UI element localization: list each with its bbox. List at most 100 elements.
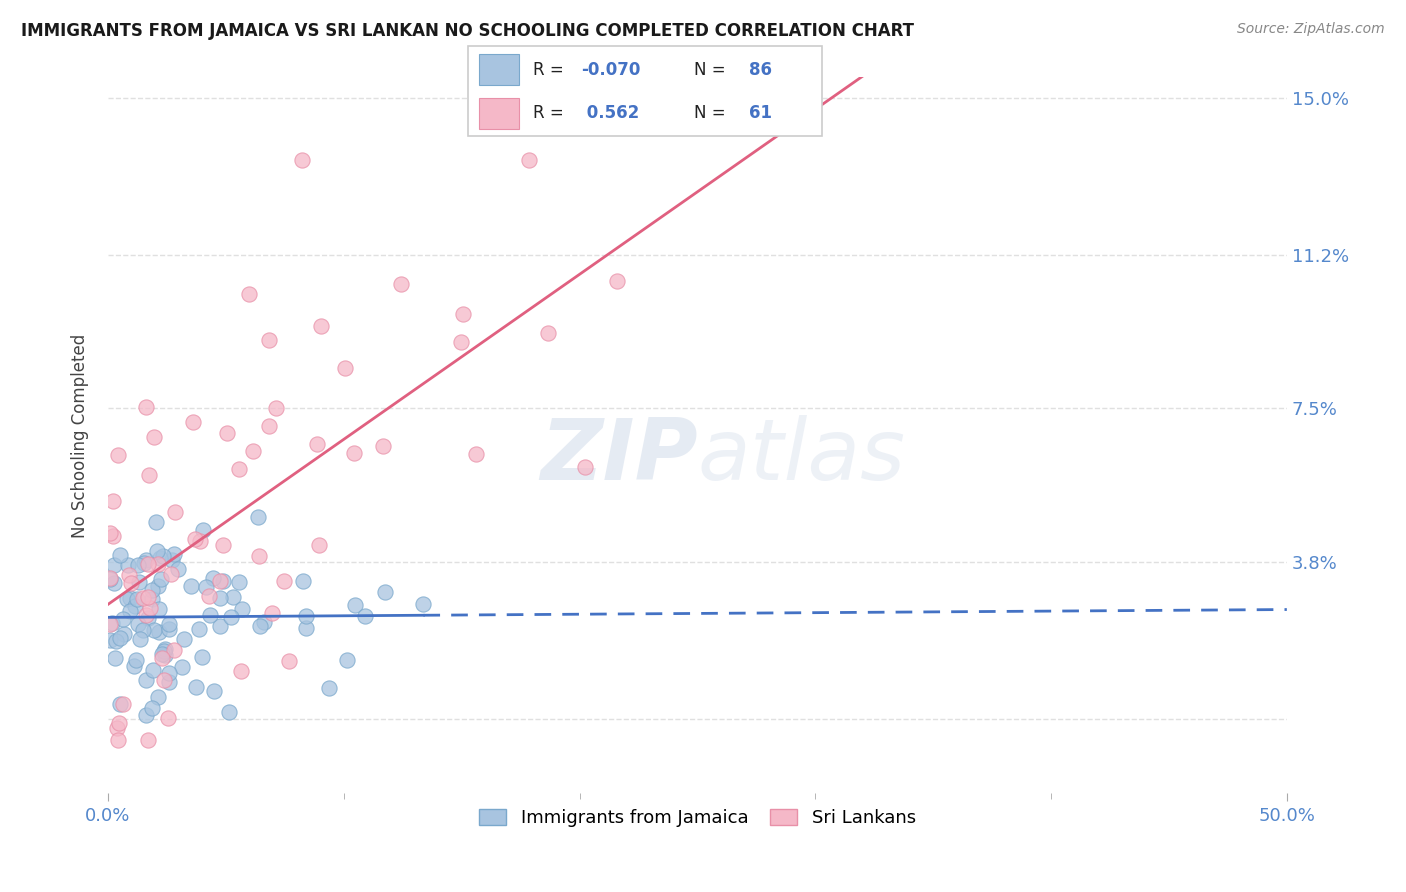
Point	[103, 651, 125, 665]
Point	[141, 591, 163, 606]
Point	[98, 572, 121, 586]
Point	[451, 307, 474, 321]
Point	[318, 681, 340, 696]
Point	[149, 572, 172, 586]
Point	[373, 439, 395, 453]
Point	[333, 361, 356, 376]
Point	[101, 615, 124, 630]
Point	[159, 566, 181, 581]
Point	[249, 618, 271, 632]
Point	[190, 534, 212, 549]
Point	[138, 468, 160, 483]
Point	[108, 631, 131, 645]
Point	[98, 526, 121, 541]
Text: N =: N =	[695, 104, 725, 122]
Point	[107, 448, 129, 462]
Point	[101, 494, 124, 508]
Point	[118, 568, 141, 582]
Point	[157, 711, 180, 725]
Point	[135, 673, 157, 687]
Point	[142, 623, 165, 637]
Point	[135, 553, 157, 567]
Point	[247, 510, 270, 524]
Point	[183, 415, 205, 429]
Point	[103, 576, 125, 591]
Point	[257, 419, 280, 434]
Point	[201, 571, 224, 585]
Point	[108, 697, 131, 711]
Point	[242, 443, 264, 458]
Point	[219, 610, 242, 624]
Point	[307, 437, 329, 451]
Text: N =: N =	[695, 61, 725, 78]
Point	[115, 591, 138, 606]
Point	[191, 523, 214, 537]
Point	[150, 647, 173, 661]
Point	[160, 552, 183, 566]
Bar	[478, 54, 519, 85]
Point	[202, 684, 225, 698]
Point	[132, 591, 155, 605]
Point	[264, 401, 287, 415]
Point	[111, 612, 134, 626]
Point	[157, 675, 180, 690]
Point	[148, 625, 170, 640]
Point	[183, 533, 205, 547]
Point	[142, 430, 165, 444]
Point	[98, 632, 121, 647]
Point	[148, 602, 170, 616]
Text: Source: ZipAtlas.com: Source: ZipAtlas.com	[1237, 22, 1385, 37]
Point	[208, 618, 231, 632]
Point	[132, 624, 155, 638]
Point	[343, 446, 366, 460]
Text: R =: R =	[533, 104, 564, 122]
Point	[136, 611, 159, 625]
Point	[120, 575, 142, 590]
Y-axis label: No Schooling Completed: No Schooling Completed	[72, 334, 89, 538]
Point	[157, 665, 180, 680]
Point	[186, 681, 208, 695]
Point	[157, 623, 180, 637]
Point	[153, 648, 176, 662]
Point	[198, 607, 221, 622]
Point	[412, 597, 434, 611]
Point	[111, 697, 134, 711]
Point	[180, 579, 202, 593]
Point	[104, 634, 127, 648]
Point	[108, 549, 131, 563]
Point	[129, 632, 152, 647]
Point	[163, 643, 186, 657]
Point	[122, 658, 145, 673]
Point	[295, 621, 318, 635]
Point	[145, 515, 167, 529]
Point	[146, 557, 169, 571]
Point	[146, 579, 169, 593]
Point	[197, 589, 219, 603]
Point	[308, 538, 330, 552]
Point	[208, 591, 231, 605]
Point	[215, 426, 238, 441]
Point	[141, 701, 163, 715]
Point	[125, 652, 148, 666]
Text: 86: 86	[749, 61, 772, 78]
Point	[107, 732, 129, 747]
Point	[295, 608, 318, 623]
Point	[152, 644, 174, 658]
Point	[136, 557, 159, 571]
Point	[517, 153, 540, 168]
Point	[606, 274, 628, 288]
Text: R =: R =	[533, 61, 564, 78]
Text: IMMIGRANTS FROM JAMAICA VS SRI LANKAN NO SCHOOLING COMPLETED CORRELATION CHART: IMMIGRANTS FROM JAMAICA VS SRI LANKAN NO…	[21, 22, 914, 40]
Point	[253, 615, 276, 629]
Point	[173, 632, 195, 646]
Point	[127, 558, 149, 572]
Point	[112, 627, 135, 641]
Point	[152, 651, 174, 665]
Point	[188, 622, 211, 636]
Point	[155, 642, 177, 657]
Point	[105, 721, 128, 735]
Text: ZIP: ZIP	[540, 416, 697, 499]
Point	[162, 548, 184, 562]
Point	[353, 608, 375, 623]
Point	[149, 550, 172, 565]
